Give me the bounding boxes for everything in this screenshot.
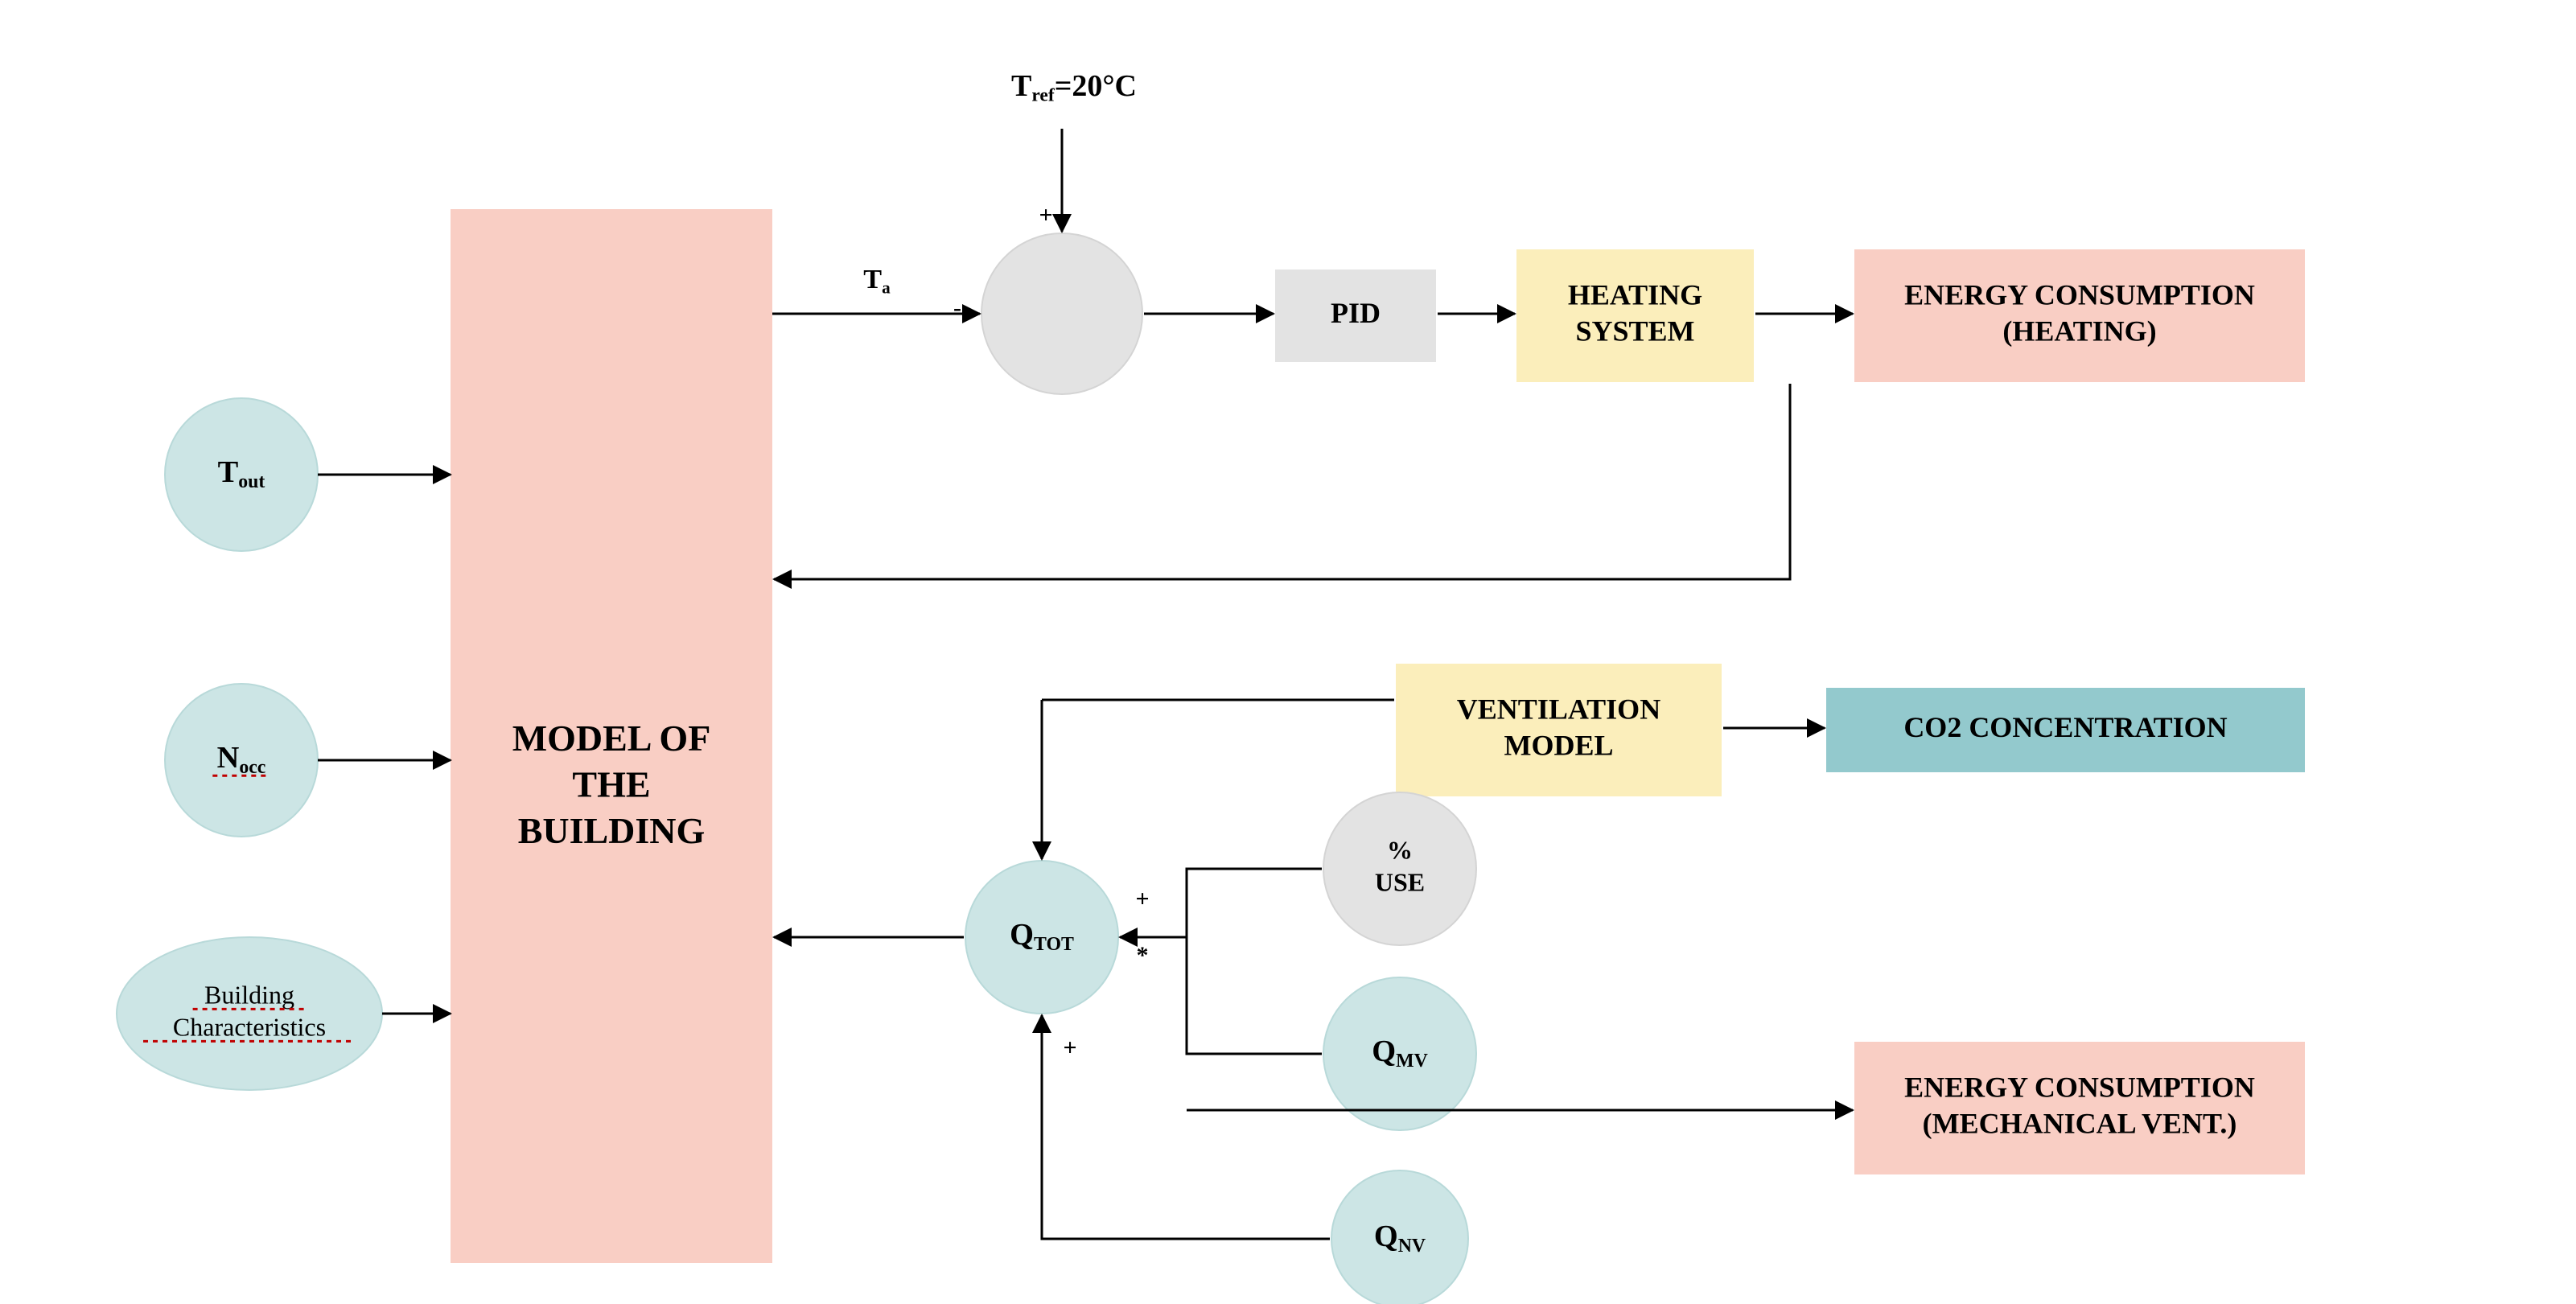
- diagram-root: ToutNoccBuildingCharacteristicsMODEL OFT…: [0, 0, 2576, 1304]
- sign-plus_r1: +: [1135, 886, 1149, 912]
- sign-plus_b: +: [1063, 1035, 1076, 1061]
- node-sum-shape: [981, 233, 1142, 394]
- node-ec_vent-label-line-0: ENERGY CONSUMPTION: [1904, 1071, 2255, 1103]
- edge-13: [1120, 869, 1322, 937]
- node-vent-label-line-1: MODEL: [1504, 729, 1613, 761]
- node-use-label-line-0: %: [1387, 835, 1413, 864]
- node-bchar-label-line-1: Characteristics: [173, 1012, 326, 1041]
- node-vent-label-line-0: VENTILATION: [1457, 693, 1660, 725]
- node-heat-label-line-1: SYSTEM: [1575, 315, 1694, 347]
- node-model-label-line-1: THE: [572, 764, 650, 805]
- edge-14: [1187, 937, 1322, 1054]
- label-tref: Tref=20°C: [1011, 69, 1137, 106]
- sign-plus_top: +: [1039, 202, 1052, 228]
- node-model-label-line-0: MODEL OF: [512, 718, 711, 759]
- sign-star: *: [1137, 942, 1149, 969]
- diagram-canvas: ToutNoccBuildingCharacteristicsMODEL OFT…: [0, 0, 2576, 1304]
- node-heat-label-line-0: HEATING: [1568, 278, 1702, 311]
- node-ec_heat-label-line-0: ENERGY CONSUMPTION: [1904, 278, 2255, 311]
- node-bchar-label-line-0: Building: [204, 980, 294, 1009]
- sign-minus_left: -: [953, 294, 961, 321]
- node-pid-label-line-0: PID: [1331, 297, 1381, 329]
- node-use-label-line-1: USE: [1375, 867, 1425, 896]
- label-ta: Ta: [863, 265, 891, 298]
- node-model-label-line-2: BUILDING: [518, 810, 706, 851]
- node-co2-label-line-0: CO2 CONCENTRATION: [1903, 711, 2227, 743]
- edge-8: [774, 384, 1790, 579]
- node-sum: [981, 233, 1142, 394]
- node-ec_heat-label-line-1: (HEATING): [2002, 315, 2156, 347]
- node-ec_vent-label-line-1: (MECHANICAL VENT.): [1923, 1107, 2237, 1139]
